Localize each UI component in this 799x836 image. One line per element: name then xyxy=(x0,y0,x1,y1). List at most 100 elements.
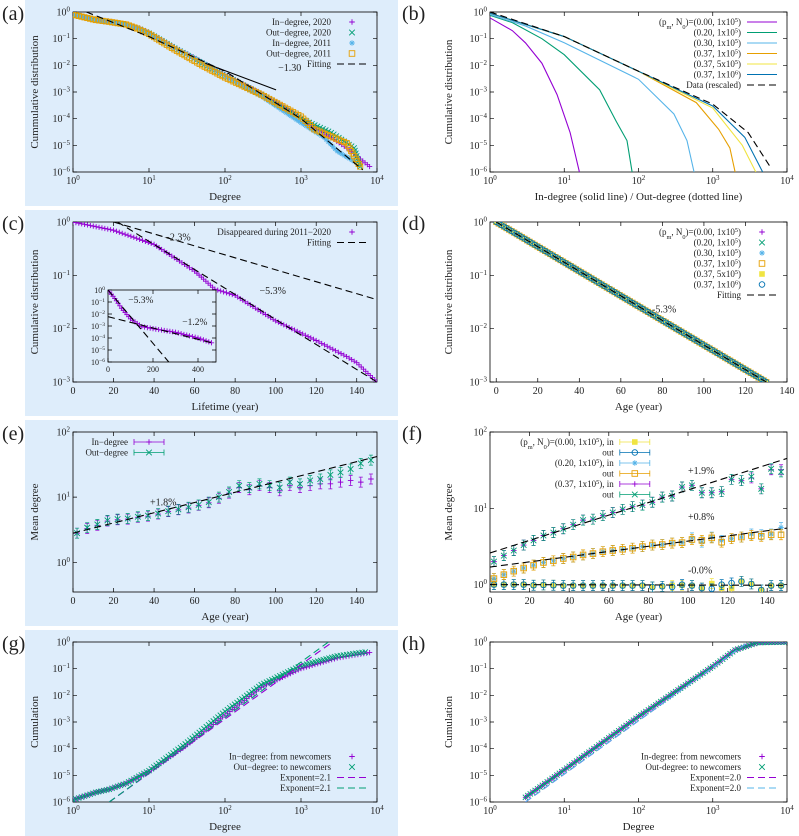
data-point xyxy=(662,695,669,702)
data-point xyxy=(551,773,558,780)
data-point xyxy=(291,327,298,333)
data-point xyxy=(717,658,724,664)
series xyxy=(108,642,329,802)
data-point xyxy=(240,83,246,89)
legend-label: (pm, N0)=(0.00, 1x105), in xyxy=(520,437,614,451)
data-point xyxy=(286,479,293,486)
data-point xyxy=(293,116,299,123)
error-bar xyxy=(759,530,764,542)
y-tick-label: 10−4 xyxy=(470,742,488,755)
data-point xyxy=(223,290,230,296)
data-point xyxy=(560,525,567,532)
data-point xyxy=(784,642,787,645)
series xyxy=(73,454,375,539)
y-tick-label: 10−1 xyxy=(470,662,488,675)
data-point xyxy=(605,734,612,741)
data-point xyxy=(198,336,204,342)
legend-entry: Fitting xyxy=(717,290,777,300)
legend-entry: (pm, N0)=(0.00, 1x105) xyxy=(659,227,765,241)
legend-entry: (0.37, 5x105) xyxy=(694,269,765,279)
data-point xyxy=(92,16,99,24)
error-bar xyxy=(561,580,566,591)
series xyxy=(490,14,695,172)
error-bar xyxy=(680,537,685,548)
data-point xyxy=(84,222,91,228)
data-point xyxy=(253,685,260,692)
data-point xyxy=(245,86,251,92)
x-tick-label: 100 xyxy=(483,174,497,187)
y-axis-label: Mean degree xyxy=(29,483,41,540)
legend-errorbar-sample xyxy=(619,449,651,456)
legend-label: Exponent=2.0 xyxy=(690,783,741,793)
series xyxy=(495,222,767,382)
x-tick-label: 102 xyxy=(218,804,232,817)
data-point xyxy=(544,778,551,785)
data-point xyxy=(758,533,765,540)
data-point xyxy=(102,18,109,25)
x-tick-label: 100 xyxy=(268,386,283,397)
data-point xyxy=(629,582,636,589)
error-bar xyxy=(640,580,645,591)
data-point xyxy=(125,232,131,238)
series xyxy=(490,14,633,172)
chart-panel-c: (c) 0 20 40 60 80 100 120 140 100 10−1 10−2 10−3 −2.3… xyxy=(2,210,398,416)
error-bar xyxy=(650,581,655,592)
chart-panel-d: (d) 0 20 40 60 80 100 120 140 100 10−1 10−2 10−3 -5.3… xyxy=(402,213,795,413)
y-tick-label: 100 xyxy=(474,216,488,229)
legend-entry: (0.20, 1x105) xyxy=(694,27,777,38)
data-point xyxy=(534,785,541,792)
series xyxy=(490,463,785,567)
data-point xyxy=(554,772,560,778)
data-point xyxy=(367,163,373,170)
data-point xyxy=(170,329,176,335)
legend-label: (0.37, 1x106) xyxy=(694,279,741,290)
x-tick-label: 60 xyxy=(190,596,200,607)
series xyxy=(73,456,377,534)
data-point xyxy=(243,692,250,699)
data-point xyxy=(638,711,644,718)
x-tick-label: 103 xyxy=(294,174,308,187)
data-point xyxy=(276,484,283,491)
data-point xyxy=(694,673,701,680)
data-point xyxy=(298,666,304,672)
legend-marker xyxy=(146,439,152,445)
error-bar xyxy=(551,555,556,567)
data-point xyxy=(578,754,585,761)
x-axis-label: Age (year) xyxy=(615,611,663,623)
series-line xyxy=(117,222,377,382)
data-point xyxy=(330,144,336,150)
data-point xyxy=(709,663,716,670)
legend-entry: (pm, N0)=(0.00, 1x105), in xyxy=(520,437,651,451)
x-tick-label: 101 xyxy=(142,174,156,187)
data-point xyxy=(332,348,339,354)
error-bar xyxy=(620,580,625,591)
data-point xyxy=(537,784,543,790)
data-point xyxy=(136,236,143,242)
series-line xyxy=(490,12,764,172)
data-point xyxy=(248,87,254,93)
x-tick-label: 103 xyxy=(706,174,720,187)
data-point xyxy=(738,578,745,585)
x-tick-label: 140 xyxy=(760,596,775,607)
data-point xyxy=(335,349,341,355)
legend-entry: Data (rescaled) xyxy=(686,80,777,90)
series xyxy=(108,290,215,346)
series xyxy=(86,12,364,171)
x-tick-label: 80 xyxy=(657,386,667,397)
data-point xyxy=(158,758,165,765)
data-point xyxy=(623,722,630,729)
x-axis-label: Degree xyxy=(623,821,655,833)
legend-entry: In−degree: from newcomers xyxy=(229,752,355,762)
panel-label: (d) xyxy=(402,213,425,235)
data-point xyxy=(724,652,731,659)
plot-frame xyxy=(489,221,788,383)
data-point xyxy=(546,777,553,784)
data-point xyxy=(368,476,374,482)
series xyxy=(117,222,377,382)
data-point xyxy=(144,325,150,331)
legend-label: Fitting xyxy=(307,59,332,69)
error-bar xyxy=(610,580,615,591)
data-point xyxy=(603,736,610,743)
y-tick-label: 10−2 xyxy=(470,322,488,335)
data-point xyxy=(645,706,652,713)
